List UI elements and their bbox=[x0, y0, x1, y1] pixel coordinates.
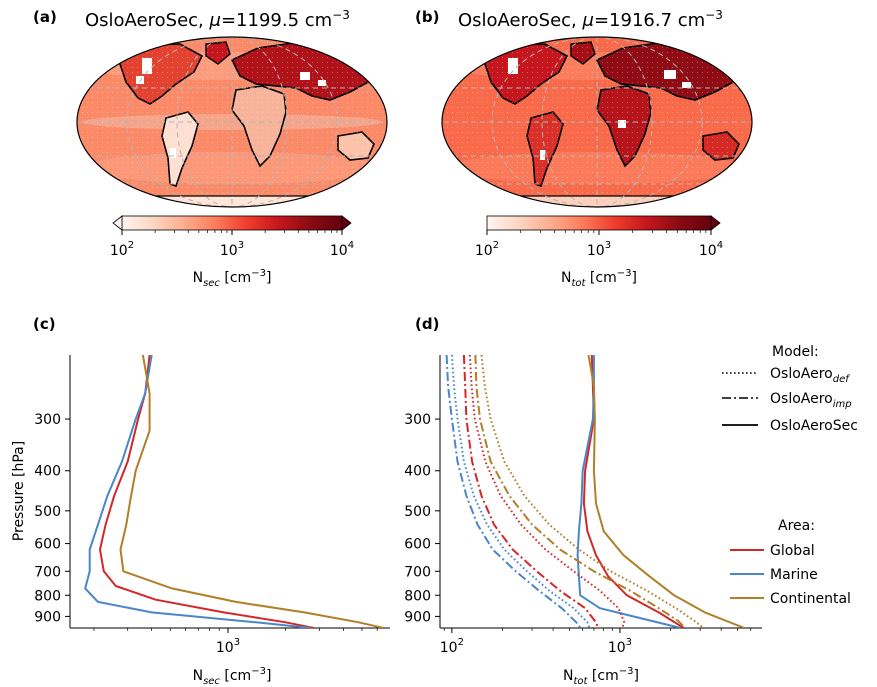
legend-area: Area: Global Marine Continental bbox=[730, 518, 851, 607]
legend-model-label: OsloAeroimp bbox=[770, 391, 852, 410]
panel-a-colorbar-extend-high bbox=[341, 215, 352, 231]
panel-b-gridlines bbox=[442, 37, 752, 207]
panel-c-y-tick-label: 400 bbox=[34, 464, 61, 480]
panel-a-title-prefix: OsloAeroSec, bbox=[85, 10, 210, 31]
panel-a: (a) OsloAeroSec, μ=1199.5 cm−3 bbox=[33, 8, 388, 289]
panel-d-y-tick-label: 600 bbox=[404, 537, 431, 553]
panel-a-title: OsloAeroSec, μ=1199.5 cm−3 bbox=[85, 8, 350, 31]
panel-d-x-axis-label: Ntot [cm−3] bbox=[563, 666, 639, 687]
panel-c-y-tick-label: 900 bbox=[34, 609, 61, 625]
panel-d-series-global-dotted bbox=[468, 355, 626, 628]
panel-b-colorbar-label: Ntot [cm−3] bbox=[561, 268, 637, 289]
panel-d-y-tick-label: 400 bbox=[404, 464, 431, 480]
panel-d-series-continental-dashdot bbox=[474, 355, 687, 628]
panel-b-colorbar-tick-label: 102 bbox=[475, 240, 499, 259]
legend-model-entry: OsloAeroSec bbox=[722, 418, 858, 434]
legend-area-label-continental: Continental bbox=[770, 591, 851, 607]
panel-d-y-tick-label: 700 bbox=[404, 564, 431, 580]
panel-d-label: (d) bbox=[415, 315, 439, 333]
panel-d-series-continental-solid bbox=[587, 355, 745, 628]
panel-b: (b) OsloAeroSec, μ=1916.7 cm−3 bbox=[415, 8, 753, 289]
panel-d-series-marine-dashdot bbox=[445, 355, 582, 628]
panel-d-series-global-solid bbox=[582, 355, 685, 628]
panel-a-globe-outline bbox=[76, 36, 388, 208]
legend-area-entry-continental: Continental bbox=[730, 591, 851, 607]
panel-c-y-tick-label: 500 bbox=[34, 504, 61, 520]
panel-a-colorbar-label: Nsec [cm−3] bbox=[193, 268, 272, 289]
panel-c-y-tick-label: 600 bbox=[34, 537, 61, 553]
panel-d-x-tick-label: 102 bbox=[440, 637, 464, 656]
panel-d: (d) 300 400 500 600 700 800 900 102 103 Ntot [cm… bbox=[404, 315, 858, 687]
legend-model-title: Model: bbox=[772, 344, 819, 360]
panel-b-globe-outline bbox=[441, 36, 753, 208]
panel-a-colorbar-tick-label: 104 bbox=[330, 240, 354, 259]
legend-model: Model: OsloAerodef OsloAeroimp OsloAeroS… bbox=[722, 344, 858, 434]
panel-d-series-marine-solid bbox=[576, 355, 682, 628]
panel-d-series-global-dashdot bbox=[462, 355, 599, 628]
panel-a-dot-texture bbox=[77, 37, 387, 207]
panel-b-title: OsloAeroSec, μ=1916.7 cm−3 bbox=[458, 8, 723, 31]
panel-d-series-continental-dotted bbox=[480, 355, 705, 628]
panel-a-title-exp: −3 bbox=[332, 8, 350, 22]
panel-b-colorbar-tick-label: 104 bbox=[699, 240, 723, 259]
panel-c-label: (c) bbox=[33, 315, 56, 333]
panel-c-y-tick-label: 800 bbox=[34, 588, 61, 604]
panel-a-title-value: =1199.5 cm bbox=[221, 10, 332, 31]
legend-area-entry-marine: Marine bbox=[730, 567, 818, 583]
panel-c-y-tick-label: 700 bbox=[34, 564, 61, 580]
panel-c-series-global-solid bbox=[99, 355, 314, 628]
panel-a-colorbar-extend-low bbox=[112, 215, 123, 231]
panel-d-y-tick-label: 300 bbox=[404, 412, 431, 428]
legend-model-entry: OsloAeroimp bbox=[722, 391, 852, 410]
panel-c-y-tick-label: 300 bbox=[34, 412, 61, 428]
panel-d-axes: 300 400 500 600 700 800 900 102 103 bbox=[404, 355, 762, 656]
panel-c-series-marine-solid bbox=[84, 355, 311, 628]
panel-a-colorbar-tick-label: 103 bbox=[220, 240, 244, 259]
panel-a-title-mu: μ bbox=[209, 10, 221, 31]
panel-c-y-axis-label: Pressure [hPa] bbox=[11, 441, 27, 541]
panel-a-colorbar-ticks: 102 103 104 bbox=[110, 230, 354, 259]
panel-c-series-continental-solid bbox=[119, 355, 385, 628]
panel-d-y-tick-label: 500 bbox=[404, 504, 431, 520]
panel-b-colorbar-bar bbox=[486, 215, 712, 231]
panel-b-colorbar-tick-label: 103 bbox=[587, 240, 611, 259]
legend-area-entry-global: Global bbox=[730, 543, 815, 559]
panel-b-label: (b) bbox=[415, 8, 439, 26]
panel-a-label: (a) bbox=[33, 8, 57, 26]
panel-d-y-tick-label: 900 bbox=[404, 609, 431, 625]
panel-a-map bbox=[77, 37, 387, 207]
legend-model-label: OsloAeroSec bbox=[770, 418, 858, 434]
panel-c-x-tick-label: 103 bbox=[216, 637, 240, 656]
panel-a-colorbar-tick-label: 102 bbox=[110, 240, 134, 259]
legend-area-label-global: Global bbox=[770, 543, 815, 559]
panel-a-colorbar-bar bbox=[121, 215, 343, 231]
legend-area-title: Area: bbox=[778, 518, 815, 534]
panel-c-axes: 300 400 500 600 700 800 900 103 bbox=[34, 355, 390, 656]
panel-c-x-axis-label: Nsec [cm−3] bbox=[193, 666, 272, 687]
panel-c-lines bbox=[84, 355, 385, 628]
legend-model-label: OsloAerodef bbox=[770, 366, 850, 385]
panel-b-colorbar-extend-high bbox=[710, 215, 721, 231]
panel-b-colorbar: 102 103 104 Ntot [cm−3] bbox=[475, 215, 723, 289]
panel-b-map bbox=[442, 37, 752, 207]
panel-d-x-tick-label: 103 bbox=[608, 637, 632, 656]
panel-b-title-prefix: OsloAeroSec, bbox=[458, 10, 583, 31]
panel-d-series-marine-dotted bbox=[450, 355, 591, 628]
panel-b-dot-texture bbox=[442, 37, 752, 207]
panel-d-lines bbox=[445, 355, 745, 628]
panel-b-title-mu: μ bbox=[582, 10, 594, 31]
panel-d-y-tick-label: 800 bbox=[404, 588, 431, 604]
legend-model-entry: OsloAerodef bbox=[722, 366, 850, 385]
panel-b-colorbar-ticks: 102 103 104 bbox=[475, 230, 723, 259]
panel-c: (c) 300 400 500 600 700 800 900 103 Pressure [h… bbox=[11, 315, 390, 687]
panel-b-title-exp: −3 bbox=[705, 8, 723, 22]
legend-area-label-marine: Marine bbox=[770, 567, 818, 583]
panel-b-title-value: =1916.7 cm bbox=[594, 10, 705, 31]
panel-a-colorbar: 102 103 104 Nsec [cm−3] bbox=[110, 215, 354, 289]
